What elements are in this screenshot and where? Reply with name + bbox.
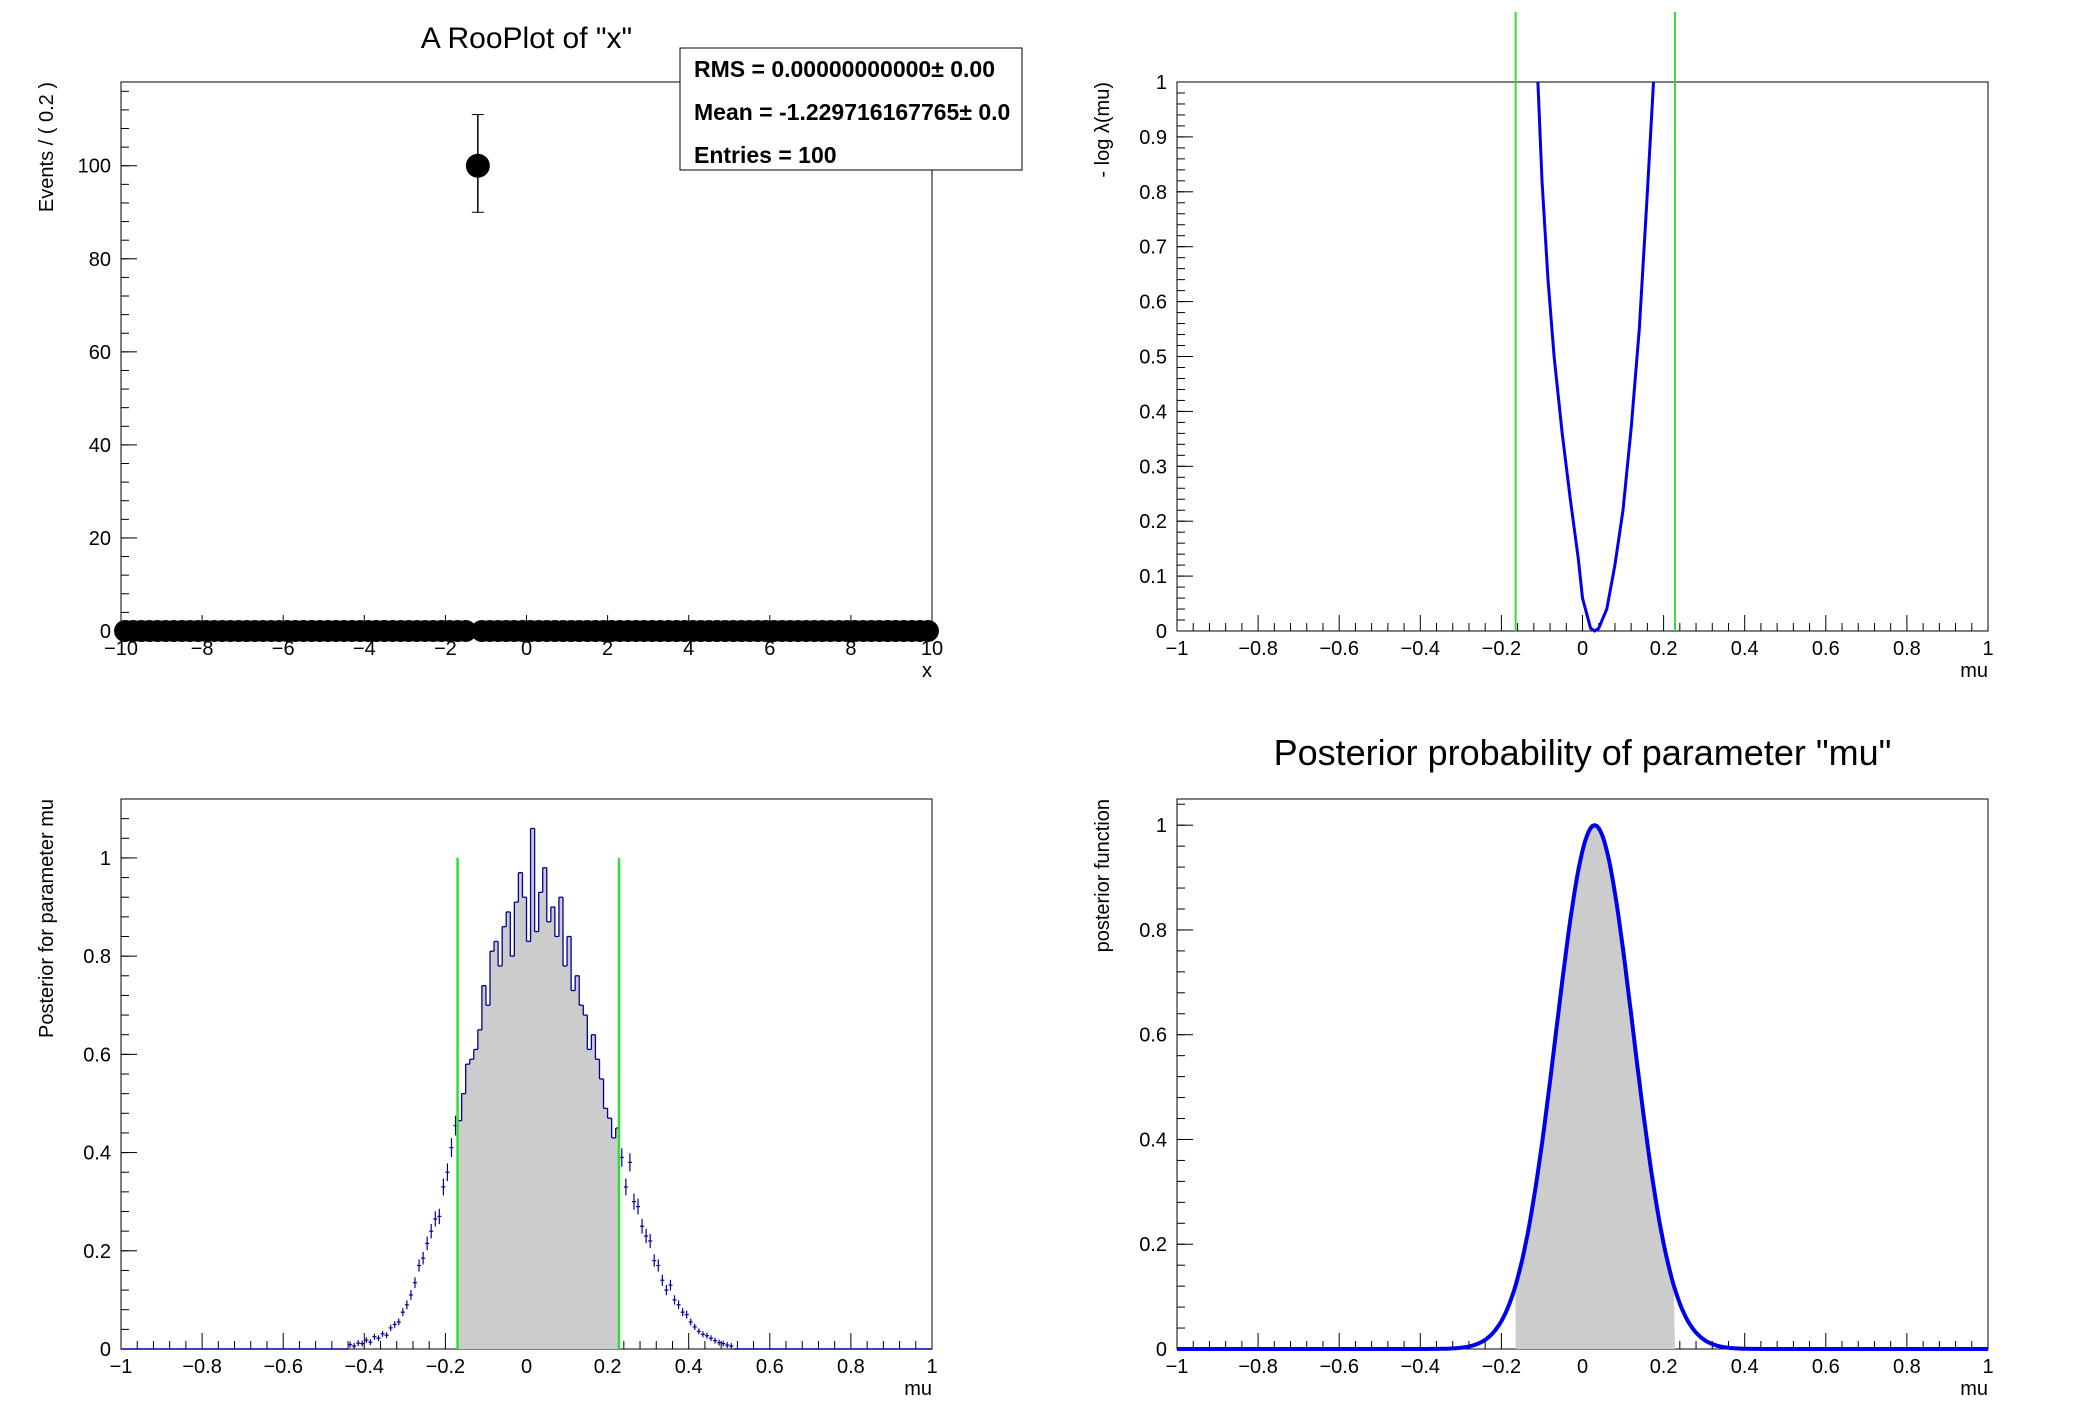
y-axis-label: Posterior for parameter mu — [36, 799, 58, 1038]
y-tick-label: 0.8 — [83, 946, 111, 968]
x-tick-label: 0.2 — [1650, 638, 1678, 660]
x-tick-label: 0 — [1577, 638, 1588, 660]
x-tick-label: −0.6 — [1319, 638, 1358, 660]
x-tick-label: −0.4 — [1401, 1356, 1440, 1378]
y-tick-label: 0.1 — [1139, 566, 1167, 588]
x-tick-label: 2 — [602, 638, 613, 660]
y-tick-label: 0.7 — [1139, 237, 1167, 259]
x-tick-label: −2 — [434, 638, 457, 660]
y-tick-label: 0.3 — [1139, 456, 1167, 478]
x-tick-label: 6 — [764, 638, 775, 660]
x-tick-label: 0.4 — [1731, 638, 1759, 660]
y-tick-label: 0.2 — [1139, 1234, 1167, 1256]
y-tick-label: 0.2 — [83, 1241, 111, 1263]
x-tick-label: −1 — [1166, 1356, 1189, 1378]
data-point-zero — [454, 620, 477, 642]
data-point-peak — [465, 153, 490, 178]
y-tick-label: 0.8 — [1139, 920, 1167, 942]
y-tick-label: 0.5 — [1139, 347, 1167, 369]
y-axis-label: Events / ( 0.2 ) — [36, 82, 58, 212]
x-tick-label: −0.2 — [1482, 638, 1521, 660]
x-tick-label: −0.8 — [1238, 638, 1277, 660]
x-tick-label: −1 — [110, 1356, 133, 1378]
x-tick-label: −0.4 — [1401, 638, 1440, 660]
x-tick-label: −0.8 — [1238, 1356, 1277, 1378]
x-tick-label: 0 — [521, 1356, 532, 1378]
x-tick-label: −8 — [191, 638, 214, 660]
x-tick-label: −0.6 — [1319, 1356, 1358, 1378]
y-tick-label: 0.4 — [1139, 1129, 1167, 1151]
x-tick-label: 0 — [1577, 1356, 1588, 1378]
x-tick-label: −6 — [272, 638, 295, 660]
y-tick-label: 1 — [100, 848, 111, 870]
x-tick-label: −0.6 — [263, 1356, 302, 1378]
x-tick-label: 8 — [845, 638, 856, 660]
y-tick-label: 20 — [89, 528, 111, 550]
y-tick-label: 0.2 — [1139, 511, 1167, 533]
x-tick-label: −0.2 — [426, 1356, 465, 1378]
x-tick-label: 0.4 — [1731, 1356, 1759, 1378]
x-axis-label: mu — [904, 1378, 932, 1400]
x-axis-label: mu — [1960, 660, 1988, 682]
x-tick-label: 0.6 — [756, 1356, 784, 1378]
y-axis-label: posterior function — [1092, 799, 1114, 952]
x-tick-label: 0.8 — [1893, 1356, 1921, 1378]
x-tick-label: 0 — [521, 638, 532, 660]
x-tick-label: 1 — [1982, 638, 1993, 660]
data-point-zero — [916, 620, 939, 642]
y-tick-label: 0 — [100, 621, 111, 643]
y-tick-label: 0.9 — [1139, 127, 1167, 149]
x-axis-label: mu — [1960, 1378, 1988, 1400]
y-tick-label: 0.6 — [83, 1044, 111, 1066]
plot-frame — [1176, 81, 1989, 632]
stats-box-line: Entries = 100 — [694, 142, 837, 168]
x-tick-label: 10 — [921, 638, 943, 660]
mcmc-posterior-panel: −1 −0.8 −0.6 −0.4 −0.2 0 0.2 0.4 0.6 0.8 1 0 0.2 0.4 0… — [36, 798, 938, 1400]
x-tick-label: 0.8 — [1893, 638, 1921, 660]
y-tick-label: 0.6 — [1139, 1025, 1167, 1047]
x-tick-label: −0.2 — [1482, 1356, 1521, 1378]
posterior-curve — [1177, 823, 1988, 1351]
x-tick-label: 0.8 — [837, 1356, 865, 1378]
y-tick-label: 1 — [1156, 72, 1167, 94]
x-axis-label: x — [922, 660, 932, 682]
stats-box-line: Mean = -1.229716167765± 0.0 — [694, 99, 1010, 125]
x-tick-label: 4 — [683, 638, 694, 660]
chart-title: A RooPlot of "x" — [421, 22, 632, 55]
chart-title: Posterior probability of parameter "mu" — [1274, 732, 1892, 773]
y-tick-label: 1 — [1156, 815, 1167, 837]
y-axis-label: - log λ(mu) — [1092, 82, 1114, 178]
x-tick-label: −0.8 — [182, 1356, 221, 1378]
x-tick-label: 1 — [926, 1356, 937, 1378]
y-tick-label: 100 — [78, 156, 111, 178]
y-tick-label: 0.8 — [1139, 182, 1167, 204]
y-tick-label: 0.4 — [83, 1143, 111, 1165]
x-tick-label: −1 — [1166, 638, 1189, 660]
x-tick-label: 1 — [1982, 1356, 1993, 1378]
y-tick-label: 0 — [1156, 1339, 1167, 1361]
x-tick-label: 0.6 — [1812, 1356, 1840, 1378]
y-tick-label: 0.4 — [1139, 401, 1167, 423]
y-tick-label: 0.6 — [1139, 292, 1167, 314]
profile-likelihood-panel: −1 −0.8 −0.6 −0.4 −0.2 0 0.2 0.4 0.6 0.8 1 0 0.1 0.2 0… — [1092, 12, 1994, 682]
stats-box-line: RMS = 0.00000000000± 0.00 — [694, 56, 995, 82]
x-tick-label: 0.2 — [1650, 1356, 1678, 1378]
posterior-function-panel: −1 −0.8 −0.6 −0.4 −0.2 0 0.2 0.4 0.6 0.8 1 0 0.2 0.4 0… — [1092, 732, 1994, 1400]
y-tick-label: 0 — [100, 1339, 111, 1361]
credible-interval-fill — [1515, 825, 1675, 1349]
x-tick-label: −4 — [353, 638, 376, 660]
y-tick-label: 0 — [1156, 621, 1167, 643]
y-tick-label: 80 — [89, 249, 111, 271]
x-tick-label: −0.4 — [345, 1356, 384, 1378]
y-tick-label: 40 — [89, 435, 111, 457]
likelihood-curve — [1536, 81, 1655, 633]
x-tick-label: 0.2 — [594, 1356, 622, 1378]
stats-box — [679, 47, 1023, 171]
y-tick-label: 60 — [89, 342, 111, 364]
x-tick-label: 0.4 — [675, 1356, 703, 1378]
x-tick-label: 0.6 — [1812, 638, 1840, 660]
x-tick-label: −10 — [104, 638, 138, 660]
